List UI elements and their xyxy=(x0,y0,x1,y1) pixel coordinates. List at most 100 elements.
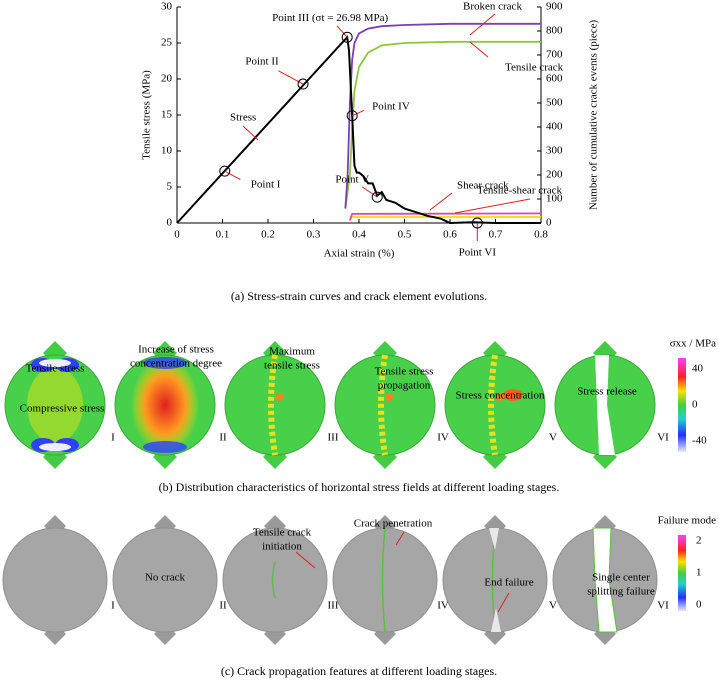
crack-disc xyxy=(442,515,548,645)
crack-disc xyxy=(2,515,108,645)
crack-label: No crack xyxy=(145,572,186,584)
stress-disc xyxy=(224,341,326,469)
stage-label: IV xyxy=(437,600,449,612)
y2-tick-label: 900 xyxy=(546,1,563,13)
field-label: Stress release xyxy=(577,386,637,398)
x-axis-label: Axial strain (%) xyxy=(324,248,395,260)
colorbar-tick: 1 xyxy=(696,567,702,579)
series-line xyxy=(349,212,542,221)
y2-axis-label: Number of cumulative crack events (piece… xyxy=(588,20,600,211)
stress-disc xyxy=(4,341,106,469)
crack-label: Tensile crack xyxy=(253,527,312,539)
stage-label: III xyxy=(328,432,339,444)
stress-disc xyxy=(114,341,216,469)
field xyxy=(131,357,199,453)
crack-disc xyxy=(222,515,328,645)
x-tick-label: 0.2 xyxy=(261,229,275,241)
y2-tick-label: 200 xyxy=(546,169,563,181)
y-tick-label: 20 xyxy=(161,73,173,85)
colorbar-label: σxx / MPa xyxy=(670,338,716,350)
stage-label: II xyxy=(219,600,227,612)
field-label: Compressive stress xyxy=(20,403,105,415)
colorbar-tick: 0 xyxy=(692,399,698,411)
leader-line xyxy=(395,531,405,546)
field-label: tensile stress xyxy=(264,360,320,372)
y2-tick-label: 300 xyxy=(546,145,563,157)
crack-label: initiation xyxy=(262,541,302,553)
crack-label: splitting failure xyxy=(587,586,655,598)
y2-tick-label: 500 xyxy=(546,97,563,109)
point-marker xyxy=(341,31,353,43)
point-marker xyxy=(297,78,309,90)
disc xyxy=(2,527,108,633)
colorbar-tick: 0 xyxy=(696,599,702,611)
field xyxy=(143,357,187,369)
caption: (c) Crack propagation features at differ… xyxy=(221,664,497,678)
crack xyxy=(595,355,615,455)
leader-line xyxy=(497,592,510,613)
leader-line xyxy=(295,551,316,569)
x-tick-label: 0.3 xyxy=(307,229,321,241)
annotation: Point VI xyxy=(459,247,497,259)
crack xyxy=(489,528,501,632)
annotation: Point I xyxy=(251,179,281,191)
point-marker xyxy=(219,165,231,177)
x-tick-label: 0 xyxy=(174,229,180,241)
field xyxy=(378,354,388,456)
x-tick-label: 0.8 xyxy=(534,229,548,241)
stage-label: VI xyxy=(657,600,669,612)
field xyxy=(143,441,187,453)
stage-label: V xyxy=(549,600,557,612)
field xyxy=(503,389,523,401)
colorbar-tick: 2 xyxy=(696,535,702,547)
annotation: Point IV xyxy=(372,100,410,112)
field xyxy=(39,359,71,367)
disc xyxy=(112,527,218,633)
stage-label: IV xyxy=(437,432,449,444)
leader-line xyxy=(361,186,378,198)
field xyxy=(39,443,71,451)
field-label: Increase of stress xyxy=(138,344,214,356)
series-line xyxy=(344,22,541,209)
y2-tick-label: 700 xyxy=(546,49,563,61)
stress-disc xyxy=(554,341,656,469)
field-label: Maximum xyxy=(269,346,315,358)
leader-line xyxy=(469,13,496,36)
leader-line xyxy=(224,170,241,181)
y-tick-label: 5 xyxy=(167,181,173,193)
point-marker xyxy=(471,217,483,229)
x-tick-label: 0.7 xyxy=(489,229,503,241)
caption: (a) Stress-strain curves and crack eleme… xyxy=(231,289,487,303)
stage-label: II xyxy=(219,432,227,444)
leader-line xyxy=(278,70,304,85)
crack xyxy=(271,561,276,599)
field xyxy=(385,393,393,401)
leader-line xyxy=(242,125,259,141)
stress-disc xyxy=(444,341,546,469)
series-line xyxy=(344,40,541,209)
leader-line xyxy=(454,198,531,214)
field xyxy=(495,393,503,401)
disc xyxy=(332,527,438,633)
crack-disc xyxy=(552,515,658,645)
series-label: Tensile crack xyxy=(505,62,564,74)
crack-disc xyxy=(112,515,218,645)
annotation: Point V xyxy=(335,174,369,186)
leader-line xyxy=(336,25,348,38)
y2-tick-label: 100 xyxy=(546,193,563,205)
annotation: Point III (σt = 26.98 MPa) xyxy=(272,12,388,24)
y-tick-label: 0 xyxy=(167,217,173,229)
y-axis-label: Tensile stress (MPa) xyxy=(141,70,153,160)
y2-tick-label: 800 xyxy=(546,25,563,37)
crack-label: End failure xyxy=(484,577,533,589)
series-line xyxy=(176,35,541,225)
stage-label: I xyxy=(111,600,115,612)
field xyxy=(27,367,83,443)
field xyxy=(275,393,283,401)
field-label: Stress concentration xyxy=(456,390,545,402)
x-tick-label: 0.4 xyxy=(352,229,366,241)
field-label: Tensile stress xyxy=(375,366,434,378)
field-label: concentration degree xyxy=(130,358,222,370)
stage-label: VI xyxy=(657,432,669,444)
